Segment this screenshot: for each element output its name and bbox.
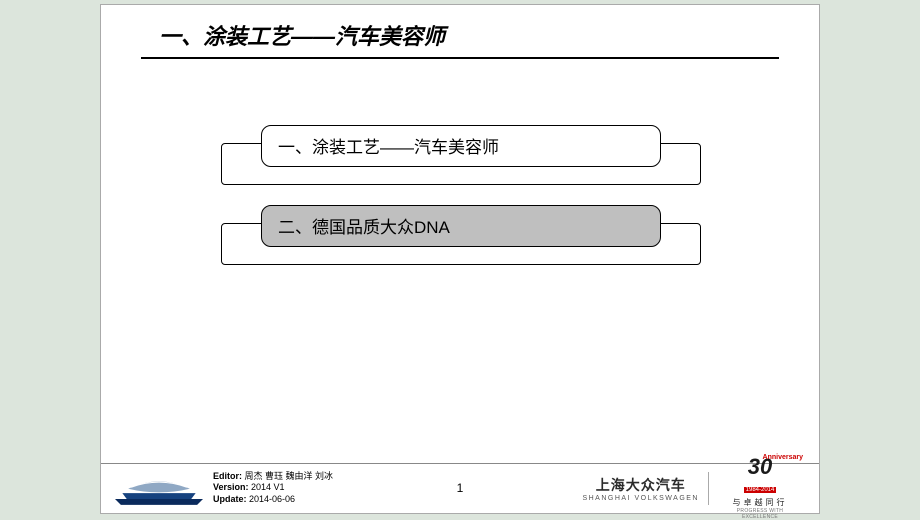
editor-line: Editor: 周杰 曹珏 魏由洋 刘冰: [213, 471, 333, 482]
title-bar: 一、涂装工艺——汽车美容师: [141, 19, 779, 59]
anniv-cn: 与卓越同行: [719, 497, 801, 508]
editor-value: 周杰 曹珏 魏由洋 刘冰: [245, 471, 334, 481]
version-line: Version: 2014 V1: [213, 482, 333, 493]
anniv-th: Anniversary: [763, 454, 803, 461]
anniv-number: 30 Anniversary: [719, 456, 801, 478]
version-value: 2014 V1: [251, 482, 285, 492]
item-label: 二、德国品质大众DNA: [278, 213, 450, 238]
content-area: 一、涂装工艺——汽车美容师 二、德国品质大众DNA: [221, 125, 701, 285]
brand-block: 上海大众汽车 SHANGHAI VOLKSWAGEN: [582, 475, 699, 502]
footer-divider: [708, 472, 709, 505]
slide: 一、涂装工艺——汽车美容师 一、涂装工艺——汽车美容师 二、德国品质大众DNA: [100, 4, 820, 514]
list-item: 一、涂装工艺——汽车美容师: [221, 125, 701, 187]
page-number: 1: [457, 481, 464, 495]
company-logo-icon: [115, 471, 203, 505]
editor-label: Editor:: [213, 471, 242, 481]
footer: Editor: 周杰 曹珏 魏由洋 刘冰 Version: 2014 V1 Up…: [101, 463, 819, 513]
footer-meta: Editor: 周杰 曹珏 魏由洋 刘冰 Version: 2014 V1 Up…: [213, 471, 333, 505]
title-underline: [141, 57, 779, 59]
brand-cn: 上海大众汽车: [582, 475, 699, 495]
anniv-en: PROGRESS WITH EXCELLENCE: [719, 508, 801, 520]
update-value: 2014-06-06: [249, 494, 295, 504]
update-label: Update:: [213, 494, 247, 504]
update-line: Update: 2014-06-06: [213, 494, 333, 505]
version-label: Version:: [213, 482, 249, 492]
anniv-years: 1984-2014: [744, 487, 777, 493]
brand-en: SHANGHAI VOLKSWAGEN: [582, 495, 699, 502]
item-front-box: 二、德国品质大众DNA: [261, 205, 661, 247]
list-item: 二、德国品质大众DNA: [221, 205, 701, 267]
item-front-box: 一、涂装工艺——汽车美容师: [261, 125, 661, 167]
anniversary-logo: 30 Anniversary 1984-2014 与卓越同行 PROGRESS …: [719, 456, 801, 520]
slide-title: 一、涂装工艺——汽车美容师: [141, 19, 779, 57]
item-label: 一、涂装工艺——汽车美容师: [278, 133, 499, 158]
